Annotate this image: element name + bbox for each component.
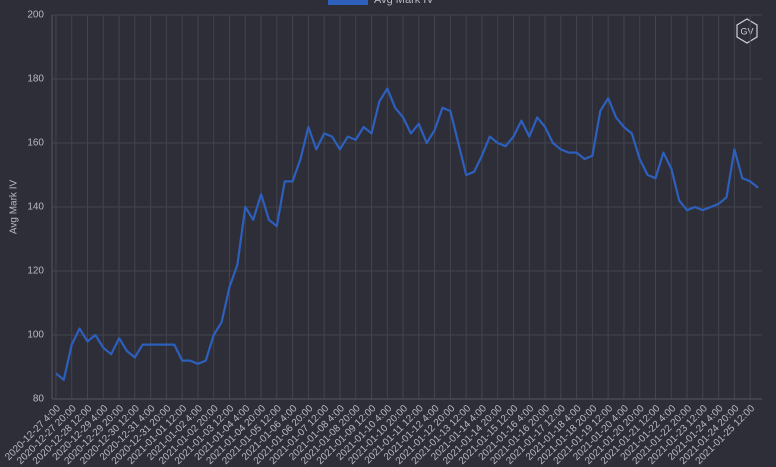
y-tick-label: 80 <box>33 394 45 405</box>
y-tick-label: 160 <box>27 138 44 149</box>
y-tick-label: 140 <box>27 202 44 213</box>
y-tick-label: 200 <box>27 10 44 21</box>
data-line <box>55 87 759 381</box>
y-tick-label: 100 <box>27 330 44 341</box>
y-tick-label: 180 <box>27 74 44 85</box>
y-tick-label: 120 <box>27 266 44 277</box>
legend-label: Avg Mark IV <box>374 0 434 6</box>
logo-text: GV <box>740 26 753 36</box>
logo-badge <box>736 18 758 44</box>
legend-swatch <box>328 0 368 5</box>
y-axis-label: Avg Mark IV <box>9 180 20 235</box>
logo: GV <box>736 18 758 44</box>
